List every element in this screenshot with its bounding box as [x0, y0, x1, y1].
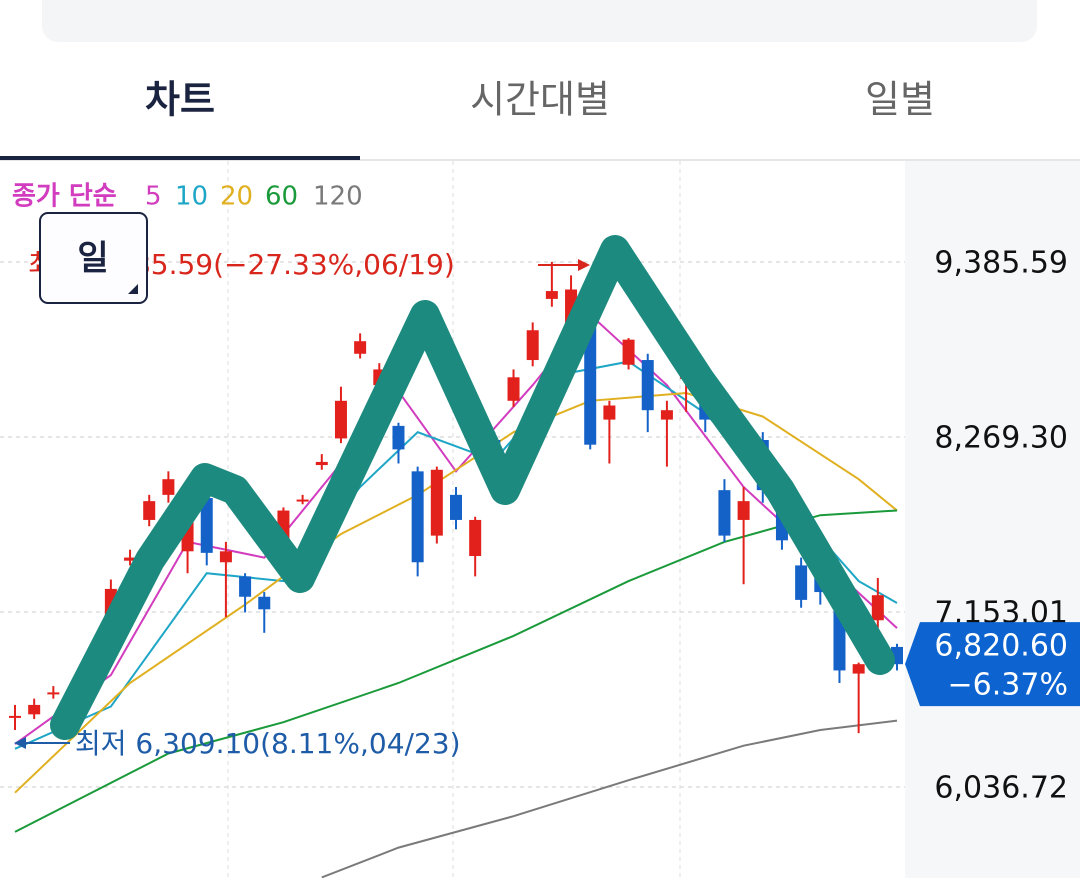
period-button[interactable]: [39, 212, 148, 304]
candle-body: [392, 425, 405, 450]
candle-body: [526, 330, 539, 361]
period-button-label: 일: [77, 239, 108, 279]
candle-body: [124, 557, 137, 561]
candle-body: [354, 341, 367, 354]
candle-body: [737, 501, 750, 520]
candle-body: [622, 339, 635, 365]
legend-entry: 60: [265, 182, 298, 212]
y-tick-label: 6,036.72: [934, 770, 1068, 805]
candle-body: [852, 664, 865, 674]
y-tick-label: 8,269.30: [934, 420, 1068, 455]
candle-body: [9, 715, 21, 718]
max-arrowhead: [578, 259, 590, 271]
candle-body: [239, 576, 252, 597]
candle-body: [219, 551, 232, 563]
legend-entry: 10: [175, 182, 208, 212]
last-price: 6,820.60: [934, 629, 1068, 664]
candle-body: [162, 479, 175, 495]
candle-body: [296, 499, 309, 502]
candle-body: [469, 519, 482, 556]
candle-body: [450, 494, 462, 520]
min-arrowhead: [14, 737, 26, 749]
candle-body: [315, 461, 328, 466]
candle-body: [47, 692, 60, 695]
moving-average-line: [14, 391, 898, 794]
candle-body: [660, 410, 673, 420]
candle-body: [545, 291, 558, 299]
moving-average-line: [321, 719, 898, 878]
search-box[interactable]: [42, 0, 1037, 42]
price-box: [905, 622, 1080, 707]
candle-body: [641, 360, 654, 411]
candle-body: [507, 377, 520, 401]
candle-body: [603, 405, 616, 420]
candle-body: [718, 490, 731, 536]
min-annotation: 최저 6,309.10(8.11%,04/23): [75, 727, 461, 760]
legend-entry: 5: [145, 182, 162, 212]
legend-entry: 120: [313, 182, 363, 212]
candle-body: [411, 471, 424, 563]
candle-body: [28, 704, 41, 715]
candle-body: [871, 595, 884, 621]
candle-body: [258, 596, 271, 610]
candle-body: [200, 497, 213, 553]
candle-body: [143, 501, 156, 520]
y-tick-label: 9,385.59: [934, 245, 1068, 280]
period-corner: [128, 284, 138, 294]
candle-body: [795, 565, 808, 600]
legend-label: 종가 단순: [12, 182, 117, 212]
legend-entry: 20: [220, 182, 253, 212]
tab[interactable]: 시간대별: [470, 78, 610, 122]
tab-indicator: [0, 156, 360, 160]
axis-panel: [905, 161, 1080, 878]
candle-body: [334, 400, 347, 439]
price-change: −6.37%: [948, 668, 1068, 703]
drawn-zigzag: [50, 235, 895, 740]
tab[interactable]: 일별: [865, 78, 935, 122]
candle-body: [430, 469, 443, 536]
tab[interactable]: 차트: [145, 78, 215, 122]
